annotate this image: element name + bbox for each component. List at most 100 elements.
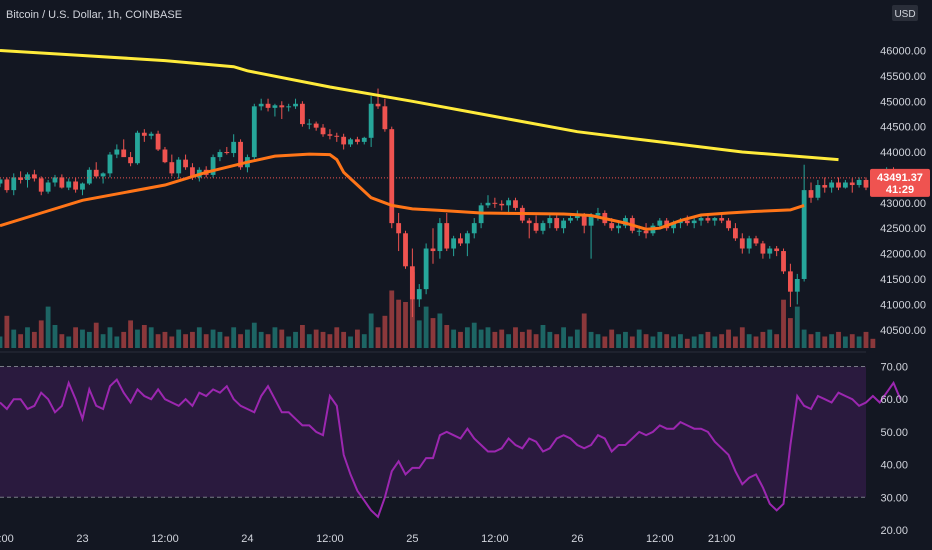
candle[interactable] — [368, 96, 374, 147]
candle[interactable] — [162, 146, 168, 164]
candle[interactable] — [588, 212, 594, 259]
candle[interactable] — [4, 177, 10, 193]
candle[interactable] — [547, 212, 553, 229]
candle[interactable] — [25, 172, 30, 188]
candle[interactable] — [657, 218, 663, 229]
candle[interactable] — [540, 220, 546, 235]
candle[interactable] — [265, 98, 271, 112]
candle[interactable] — [169, 154, 175, 177]
candle[interactable] — [554, 215, 560, 231]
candle[interactable] — [739, 233, 745, 254]
candle[interactable] — [31, 169, 37, 182]
candle[interactable] — [183, 154, 188, 170]
candle[interactable] — [251, 103, 257, 160]
candle[interactable] — [561, 218, 566, 234]
candle[interactable] — [760, 240, 766, 259]
candle[interactable] — [513, 197, 518, 211]
candle[interactable] — [499, 200, 505, 211]
candle[interactable] — [808, 182, 814, 203]
candle[interactable] — [698, 215, 704, 226]
candle[interactable] — [210, 154, 216, 178]
candle[interactable] — [526, 218, 532, 239]
candle[interactable] — [643, 223, 649, 239]
candle[interactable] — [135, 130, 140, 165]
candle[interactable] — [341, 133, 347, 150]
candle[interactable] — [746, 235, 752, 254]
candle[interactable] — [733, 223, 738, 241]
candle[interactable] — [478, 202, 484, 229]
candle[interactable] — [382, 98, 388, 132]
candle[interactable] — [231, 134, 237, 158]
candle[interactable] — [100, 172, 106, 184]
candle[interactable] — [93, 162, 99, 178]
candle[interactable] — [141, 129, 147, 142]
candle[interactable] — [354, 136, 360, 145]
candle[interactable] — [300, 101, 305, 127]
candle[interactable] — [155, 130, 161, 152]
candle[interactable] — [18, 171, 24, 184]
candle[interactable] — [375, 88, 381, 109]
candle[interactable] — [389, 126, 395, 229]
candle[interactable] — [217, 149, 223, 162]
candle[interactable] — [458, 233, 463, 246]
candle[interactable] — [856, 177, 862, 188]
candle[interactable] — [829, 179, 835, 193]
candle[interactable] — [801, 164, 807, 282]
candle[interactable] — [492, 197, 498, 208]
candle[interactable] — [11, 173, 17, 196]
candle[interactable] — [80, 182, 85, 196]
candle[interactable] — [403, 230, 408, 269]
candle[interactable] — [52, 174, 58, 187]
candle[interactable] — [327, 129, 333, 140]
candle[interactable] — [787, 263, 793, 307]
candle[interactable] — [506, 197, 512, 213]
candle[interactable] — [59, 174, 65, 189]
candle[interactable] — [176, 157, 182, 179]
candle[interactable] — [726, 218, 731, 231]
candle[interactable] — [753, 235, 759, 246]
candle[interactable] — [533, 215, 539, 234]
candle[interactable] — [863, 177, 869, 191]
candles[interactable] — [0, 88, 896, 318]
candle[interactable] — [416, 284, 422, 307]
candle[interactable] — [471, 218, 477, 239]
candle[interactable] — [45, 179, 51, 194]
candle[interactable] — [485, 195, 491, 208]
currency-badge[interactable] — [892, 5, 918, 21]
candle[interactable] — [691, 218, 697, 229]
candle[interactable] — [306, 119, 312, 130]
candle[interactable] — [313, 121, 319, 131]
candle[interactable] — [712, 217, 718, 226]
candle[interactable] — [320, 124, 326, 137]
candle[interactable] — [121, 139, 127, 158]
candle[interactable] — [815, 179, 821, 201]
candle[interactable] — [409, 248, 415, 318]
candle[interactable] — [767, 245, 773, 259]
candle[interactable] — [128, 152, 133, 167]
candle[interactable] — [451, 235, 457, 257]
candle[interactable] — [430, 228, 436, 264]
candle[interactable] — [842, 179, 848, 189]
candle[interactable] — [38, 176, 44, 196]
candle[interactable] — [114, 144, 120, 159]
candle[interactable] — [224, 146, 230, 155]
candle[interactable] — [73, 177, 79, 193]
candle[interactable] — [396, 212, 402, 252]
candle[interactable] — [774, 245, 780, 257]
candle[interactable] — [286, 103, 292, 112]
candle[interactable] — [279, 101, 285, 120]
candle[interactable] — [0, 178, 3, 188]
candle[interactable] — [836, 177, 841, 191]
candle[interactable] — [66, 178, 72, 191]
candle[interactable] — [107, 152, 113, 178]
candle[interactable] — [86, 167, 92, 186]
candle[interactable] — [849, 178, 855, 193]
candle[interactable] — [423, 243, 429, 295]
candle[interactable] — [464, 230, 470, 257]
candle[interactable] — [781, 248, 786, 274]
candle[interactable] — [794, 273, 800, 305]
candle[interactable] — [293, 98, 298, 109]
candle[interactable] — [361, 136, 367, 145]
